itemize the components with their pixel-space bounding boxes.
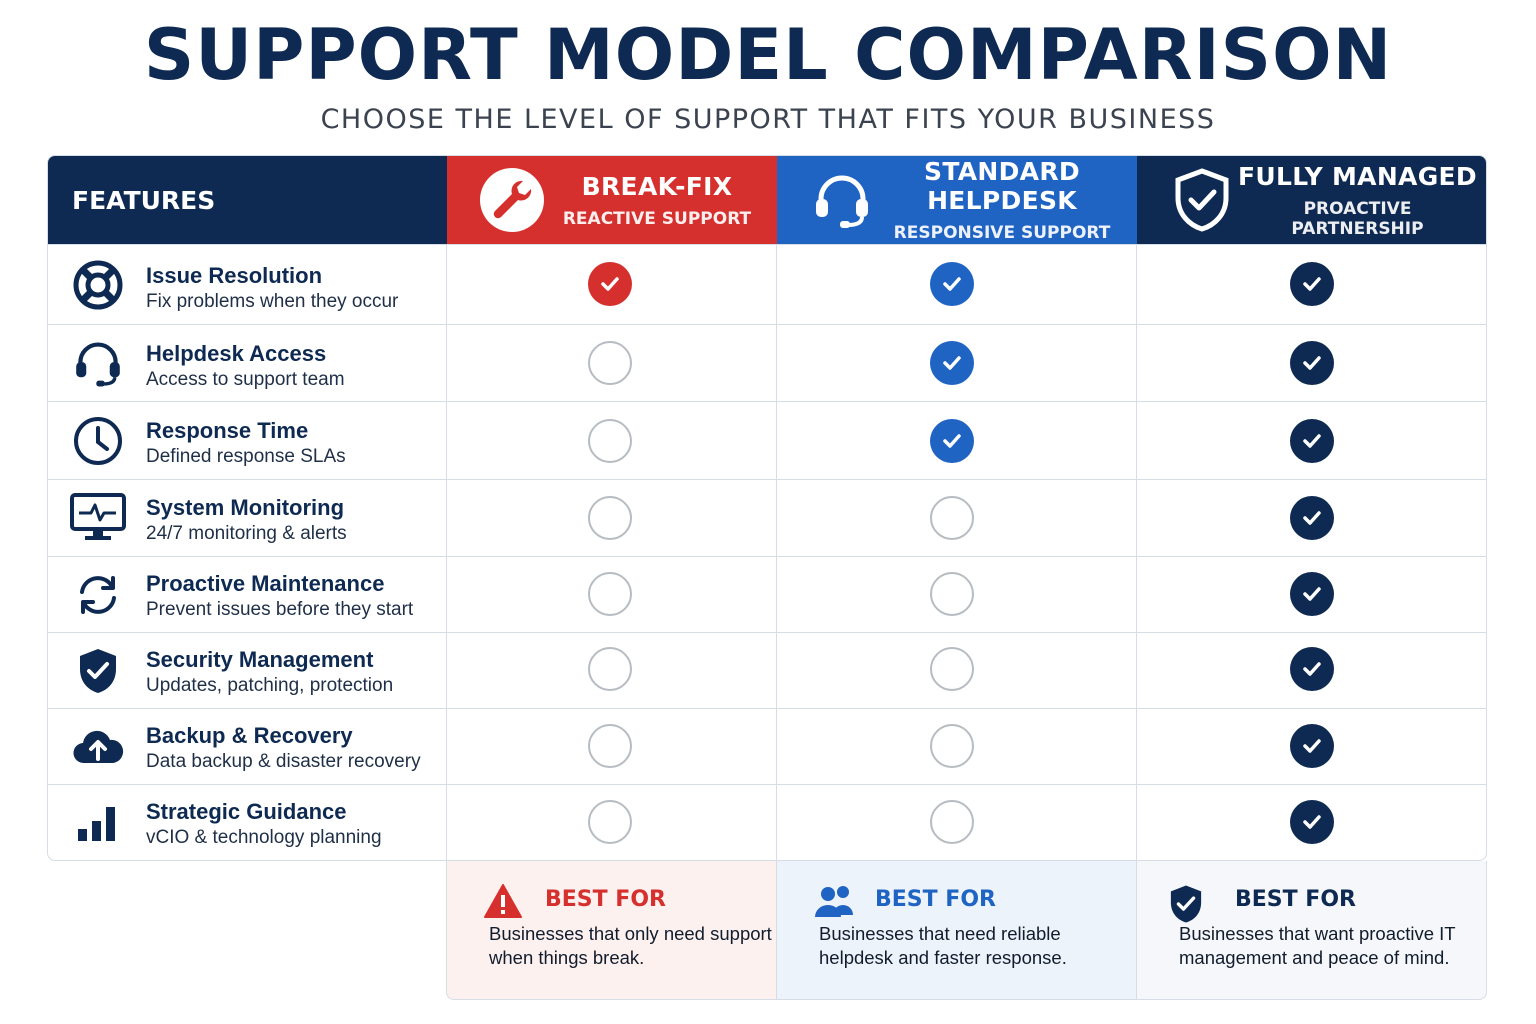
feature-description: vCIO & technology planning [146, 827, 382, 848]
check-icon [1290, 496, 1334, 540]
check-icon [588, 262, 632, 306]
monitor-pulse-icon [68, 488, 128, 548]
column-divider [1136, 244, 1137, 860]
plan-name: STANDARD HELPDESK [924, 157, 1080, 215]
check-icon [1290, 647, 1334, 691]
comparison-table: FEATURES BREAK-FIX REACTIVE SUPPORT STAN… [47, 155, 1487, 861]
plan-name: BREAK-FIX [581, 171, 733, 201]
check-icon [1290, 724, 1334, 768]
shield-check-icon [1169, 167, 1235, 233]
best-for-text: Businesses that need reliable helpdesk a… [819, 923, 1067, 968]
empty-circle-icon [930, 647, 974, 691]
page-subtitle: CHOOSE THE LEVEL OF SUPPORT THAT FITS YO… [320, 104, 1216, 135]
best-for-title: BEST FOR [1235, 887, 1356, 912]
plan-header-fully-managed: FULLY MANAGED PROACTIVE PARTNERSHIP [1137, 156, 1486, 244]
feature-name: Strategic Guidance [146, 799, 347, 824]
best-for-break-fix: BEST FOR Businesses that only need suppo… [446, 861, 776, 1000]
empty-circle-icon [930, 800, 974, 844]
empty-circle-icon [588, 419, 632, 463]
feature-row-response-time: Response Time Defined response SLAs [48, 401, 1486, 479]
check-icon [930, 341, 974, 385]
best-for-text: Businesses that only need support when t… [489, 923, 772, 968]
check-icon [1290, 341, 1334, 385]
feature-description: Updates, patching, protection [146, 675, 394, 696]
column-divider [446, 244, 447, 860]
lifebuoy-icon [68, 255, 128, 315]
feature-row-backup-recovery: Backup & Recovery Data backup & disaster… [48, 708, 1486, 784]
plan-subtitle: RESPONSIVE SUPPORT [893, 223, 1111, 243]
wrench-icon [479, 167, 545, 233]
clock-icon [68, 411, 128, 471]
plan-subtitle: REACTIVE SUPPORT [562, 208, 752, 229]
feature-row-strategic-guidance: Strategic Guidance vCIO & technology pla… [48, 784, 1486, 860]
empty-circle-icon [588, 496, 632, 540]
bar-chart-icon [68, 793, 128, 853]
empty-circle-icon [588, 724, 632, 768]
best-for-text: Businesses that want proactive IT manage… [1179, 923, 1456, 968]
feature-description: Prevent issues before they start [146, 599, 414, 620]
features-column-header: FEATURES [48, 156, 447, 244]
cloud-upload-icon [68, 717, 128, 777]
feature-row-security-management: Security Management Updates, patching, p… [48, 632, 1486, 708]
feature-name: Issue Resolution [146, 263, 323, 288]
best-for-fully-managed: BEST FOR Businesses that want proactive … [1136, 861, 1487, 1000]
plan-subtitle: PROACTIVE PARTNERSHIP [1291, 198, 1424, 239]
empty-circle-icon [588, 341, 632, 385]
feature-name: System Monitoring [146, 495, 345, 520]
empty-circle-icon [930, 724, 974, 768]
feature-name: Response Time [146, 418, 309, 443]
empty-circle-icon [930, 572, 974, 616]
feature-name: Helpdesk Access [146, 341, 327, 366]
feature-description: Defined response SLAs [146, 446, 346, 467]
feature-description: Data backup & disaster recovery [146, 751, 421, 772]
check-icon [930, 419, 974, 463]
feature-description: Access to support team [146, 369, 345, 390]
feature-description: Fix problems when they occur [146, 291, 399, 312]
shield-check-icon [68, 641, 128, 701]
feature-row-helpdesk-access: Helpdesk Access Access to support team [48, 324, 1486, 401]
column-divider [776, 244, 777, 860]
headset-icon [809, 167, 875, 233]
headset-icon [68, 333, 128, 393]
feature-name: Backup & Recovery [146, 723, 353, 748]
empty-circle-icon [930, 496, 974, 540]
users-icon [813, 883, 855, 923]
feature-description: 24/7 monitoring & alerts [146, 523, 347, 544]
feature-row-issue-resolution: Issue Resolution Fix problems when they … [48, 244, 1486, 324]
best-for-standard-helpdesk: BEST FOR Businesses that need reliable h… [776, 861, 1136, 1000]
empty-circle-icon [588, 572, 632, 616]
feature-row-system-monitoring: System Monitoring 24/7 monitoring & aler… [48, 479, 1486, 556]
shield-check-icon [1167, 883, 1209, 923]
check-icon [1290, 800, 1334, 844]
empty-circle-icon [588, 647, 632, 691]
feature-row-proactive-maintenance: Proactive Maintenance Prevent issues bef… [48, 556, 1486, 632]
check-icon [930, 262, 974, 306]
best-for-title: BEST FOR [545, 887, 666, 912]
best-for-title: BEST FOR [875, 887, 996, 912]
check-icon [1290, 419, 1334, 463]
empty-circle-icon [588, 800, 632, 844]
warning-icon [483, 883, 525, 923]
page-title: SUPPORT MODEL COMPARISON [143, 14, 1393, 96]
feature-name: Proactive Maintenance [146, 571, 385, 596]
plan-header-break-fix: BREAK-FIX REACTIVE SUPPORT [447, 156, 777, 244]
refresh-icon [68, 565, 128, 625]
features-header-label: FEATURES [72, 185, 216, 215]
plan-name: FULLY MANAGED [1238, 161, 1477, 191]
plan-header-standard-helpdesk: STANDARD HELPDESK RESPONSIVE SUPPORT [777, 156, 1137, 244]
feature-name: Security Management [146, 647, 374, 672]
check-icon [1290, 572, 1334, 616]
check-icon [1290, 262, 1334, 306]
